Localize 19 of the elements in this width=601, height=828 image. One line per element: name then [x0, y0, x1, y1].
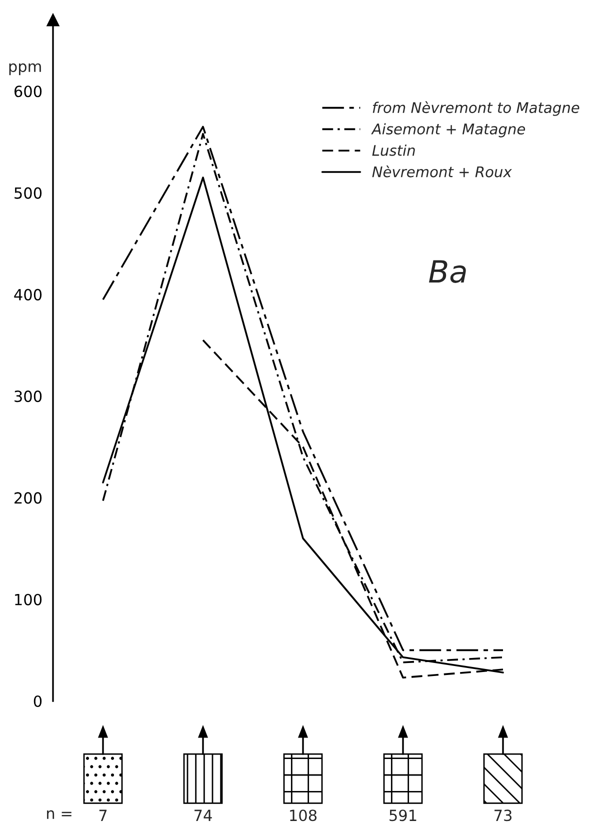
legend-label: from Nèvremont to Matagne — [372, 101, 580, 116]
annotation: Ba — [428, 260, 466, 283]
y-tick-label: 400 — [14, 288, 42, 300]
legend-label: Aisemont + Matagne — [371, 123, 526, 138]
x-tick-label: 74 — [194, 810, 212, 821]
x-tick-label: 591 — [390, 810, 416, 822]
x-tick-label: 73 — [494, 810, 512, 822]
legend-label: Lustin — [372, 144, 415, 156]
x-tick-label: 108 — [290, 810, 317, 822]
y-tick-label: 300 — [14, 390, 42, 402]
y-tick-label: 100 — [15, 594, 42, 606]
y-axis-title: ppm — [9, 63, 41, 76]
text: n = — [47, 810, 72, 819]
y-tick-label: 500 — [14, 187, 42, 199]
x-tick-label: 7 — [99, 810, 107, 821]
legend-label: Nèvremont + Roux — [372, 165, 512, 178]
y-tick-label: 200 — [14, 492, 42, 504]
y-tick-label: 0 — [34, 695, 42, 708]
y-tick-label: 600 — [14, 86, 42, 98]
